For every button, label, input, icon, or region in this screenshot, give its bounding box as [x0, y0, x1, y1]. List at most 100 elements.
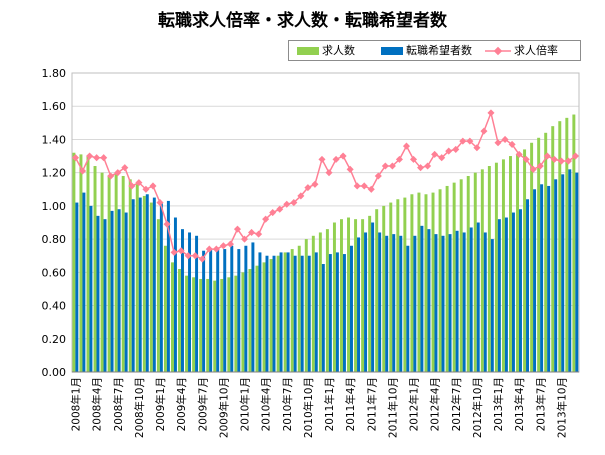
bar-jobs [206, 278, 210, 372]
point-ratio [515, 150, 523, 158]
bar-seekers [575, 172, 579, 372]
bar-jobs [86, 156, 90, 372]
point-ratio [402, 142, 411, 150]
point-ratio [226, 240, 234, 248]
bar-jobs [255, 265, 259, 372]
bar-jobs [100, 172, 104, 372]
point-ratio [297, 192, 305, 200]
legend-label-seekers: 転職希望者数 [406, 44, 472, 57]
bar-seekers [371, 222, 375, 372]
bar-jobs [156, 219, 160, 372]
x-tick-label: 2011年10月 [386, 377, 399, 438]
bar-seekers [455, 230, 459, 372]
legend-label-ratio: 求人倍率 [514, 44, 558, 57]
bar-jobs [311, 235, 315, 372]
bar-seekers [462, 232, 466, 372]
bar-seekers [497, 219, 501, 372]
point-ratio [311, 180, 319, 188]
bar-seekers [251, 242, 255, 372]
bar-jobs [382, 205, 386, 372]
point-ratio [332, 155, 340, 163]
point-ratio [205, 245, 213, 253]
bar-seekers [342, 254, 346, 372]
x-tick-label: 2010年4月 [260, 377, 273, 431]
bar-jobs [128, 179, 132, 372]
bar-jobs [501, 159, 505, 372]
point-ratio [198, 255, 206, 263]
bar-jobs [332, 222, 336, 372]
bar-seekers [110, 210, 114, 372]
point-ratio [571, 152, 580, 160]
bar-seekers [526, 199, 530, 372]
bar-seekers [561, 174, 565, 372]
bar-jobs [537, 137, 541, 372]
bar-seekers [216, 249, 220, 372]
bar-jobs [544, 132, 548, 372]
bar-seekers [490, 239, 494, 372]
legend-swatch-seekers [381, 47, 403, 55]
legend-item-ratio: 求人倍率 [485, 43, 558, 58]
bar-seekers [195, 235, 199, 372]
point-ratio [269, 208, 277, 217]
x-tick-label: 2010年7月 [281, 377, 294, 431]
bar-seekers [519, 209, 522, 372]
point-ratio [255, 230, 263, 238]
legend-item-jobs: 求人数 [297, 43, 355, 58]
bar-seekers [357, 237, 361, 372]
bar-seekers [152, 197, 156, 372]
x-tick-label: 2010年10月 [302, 377, 315, 438]
bar-jobs [234, 275, 238, 372]
bar-seekers [413, 235, 417, 372]
bar-seekers [392, 234, 396, 372]
bar-seekers [244, 245, 248, 372]
bar-jobs [114, 172, 118, 372]
bar-seekers [420, 225, 424, 372]
point-ratio [290, 199, 298, 207]
point-ratio [149, 182, 157, 190]
bar-jobs [417, 192, 421, 372]
point-ratio [156, 199, 164, 207]
point-ratio [339, 152, 347, 160]
bar-jobs [551, 126, 555, 373]
point-ratio [529, 165, 537, 173]
bar-jobs [290, 249, 294, 372]
x-tick-label: 2009年1月 [154, 377, 167, 431]
point-ratio [452, 145, 460, 153]
bar-jobs [403, 197, 407, 372]
x-tick-label: 2009年10月 [217, 377, 230, 438]
point-ratio [114, 169, 122, 177]
point-ratio [135, 179, 143, 187]
bar-seekers [328, 254, 332, 372]
bar-jobs [171, 262, 174, 372]
bar-jobs [283, 252, 287, 372]
bar-jobs [192, 277, 196, 372]
y-tick-label: 0.80 [42, 233, 67, 246]
bar-jobs [220, 278, 224, 372]
bar-seekers [540, 184, 544, 372]
bar-seekers [117, 209, 121, 372]
point-ratio [473, 144, 481, 152]
point-ratio [346, 165, 354, 173]
point-ratio [353, 182, 361, 190]
bar-jobs [466, 175, 470, 372]
x-tick-label: 2011年4月 [344, 377, 357, 431]
x-tick-label: 2008年4月 [91, 377, 104, 431]
bar-jobs [438, 189, 442, 372]
bar-jobs [487, 166, 491, 372]
line-ratio [74, 110, 576, 260]
x-tick-label: 2010年1月 [239, 377, 252, 431]
bar-seekers [483, 232, 487, 372]
point-ratio [325, 169, 333, 177]
point-ratio [240, 235, 249, 243]
bar-seekers [145, 194, 149, 372]
point-ratio [248, 228, 256, 237]
bar-jobs [361, 219, 365, 372]
bar-seekers [321, 264, 325, 372]
bar-seekers [230, 245, 234, 372]
y-tick-label: 1.80 [42, 67, 67, 80]
y-tick-label: 0.60 [42, 266, 67, 279]
bar-seekers [427, 229, 431, 372]
bar-jobs [340, 219, 343, 372]
bar-seekers [547, 185, 551, 372]
